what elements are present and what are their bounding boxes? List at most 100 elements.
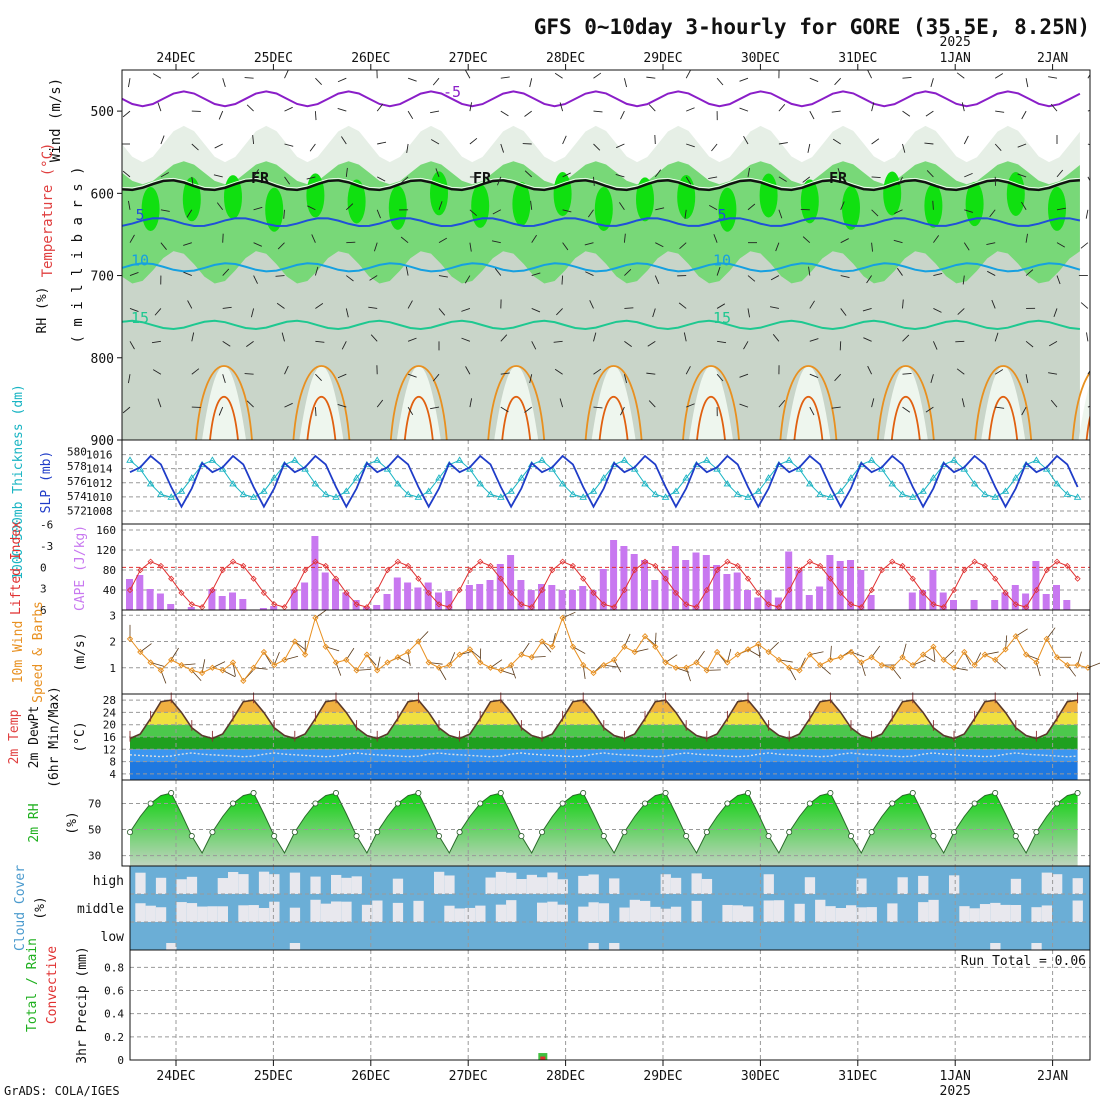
thickness-marker [404,490,412,497]
wind-barb [679,242,687,250]
wind-barb [871,102,875,112]
li-marker [126,587,134,594]
temp-tick-label: 12 [103,743,116,756]
wind-barb [253,169,260,178]
wind-barb [531,308,541,313]
cape-bar [270,606,278,610]
wind-barb [315,609,327,619]
slp-tick-label: 1016 [86,449,113,462]
cloud-gap [217,906,228,922]
cloud-gap [176,902,187,922]
wind-barb [368,306,378,309]
wind-barb [572,646,586,654]
wind-barb [994,332,999,342]
wind-barb [1021,201,1027,211]
cloud-gap [969,908,980,922]
thickness-marker [538,456,546,463]
panel-frame [129,949,1091,1061]
wind-point [590,669,597,677]
wind-barb [315,303,324,309]
cloud-gap [310,876,321,894]
dewpoint-line [129,752,1078,758]
rh-point [868,829,875,836]
li-marker [229,558,237,565]
wind-barb [222,670,236,678]
cloud-gap [1041,872,1052,894]
li-marker [930,601,937,608]
temp-tick-label: 20 [103,719,116,732]
wind-point [219,667,226,674]
wind-barb [1021,406,1027,416]
wind-barb [406,143,409,153]
li-marker [312,558,319,565]
wind-barb [1025,233,1028,243]
thickness-marker [764,474,773,481]
wind-barb [438,237,448,244]
cape-bar [692,552,700,610]
wind-barb [129,308,139,312]
cape-bar [1032,561,1040,610]
rh-point [745,790,752,797]
wind-barb [711,143,718,152]
wind-barb [926,170,934,178]
wind-point [363,651,371,658]
wind-barb [252,135,255,145]
cloud-gap [979,904,991,922]
cape-bar [682,560,690,610]
li-marker [950,587,958,594]
wind-point [847,648,855,656]
wind-barb [807,143,811,153]
wind-barb [284,365,289,375]
cape-lifted-index-panel: 40 80 120 160 -6 -3 0 3 6 Lifted Index CAPE (J/kg) [9,519,1091,617]
wind-barb [281,332,285,342]
wind-point [971,661,978,669]
cloud-level-label: low [101,930,125,945]
wind-barb [1087,73,1090,79]
wind-barb [831,110,841,113]
wind-barb [778,176,787,182]
wind-point [950,664,958,671]
cloud-gap [155,877,167,894]
wind-barb [562,135,567,145]
rh-point [1012,833,1019,840]
cape-bar [939,592,947,610]
wind-point [559,614,566,622]
wind-barb [743,135,749,145]
cloud-gap [186,876,198,894]
thickness-marker [816,490,824,497]
cape-bar [435,592,442,610]
cloud-gap [701,878,713,894]
wind-barb [183,242,192,246]
cloud-gap [516,879,527,894]
rh-point [353,833,360,840]
thickness-marker [672,487,680,494]
wind-point [466,646,474,653]
cloud-gap [846,905,857,922]
cloud-gap [197,906,208,922]
cape-bar [836,561,844,610]
wind-barb [191,332,195,342]
wind-barb [584,242,594,246]
wind-barb [160,209,170,212]
cloud-gap [351,876,362,894]
wind-point [703,667,710,674]
cloud-gap [763,874,774,894]
cape-bar [744,590,751,610]
top-date-label: 1JAN [940,51,971,66]
wind-barb [648,400,656,408]
cape-bar [929,570,937,610]
li-marker [724,558,731,565]
wind-barb [925,406,934,413]
li-marker [806,558,813,565]
cape-bar [476,584,484,610]
wind-barb [902,110,911,117]
wind-barb [652,308,656,318]
warm-isotherm-inner [1085,413,1090,440]
cape-bar [589,590,597,610]
wind-barb [871,242,873,252]
cloud-gap [557,904,568,922]
warm-isotherm-inner [403,395,434,440]
wind-barb [250,308,255,318]
li-line [129,561,1078,608]
rh-point [271,833,278,840]
